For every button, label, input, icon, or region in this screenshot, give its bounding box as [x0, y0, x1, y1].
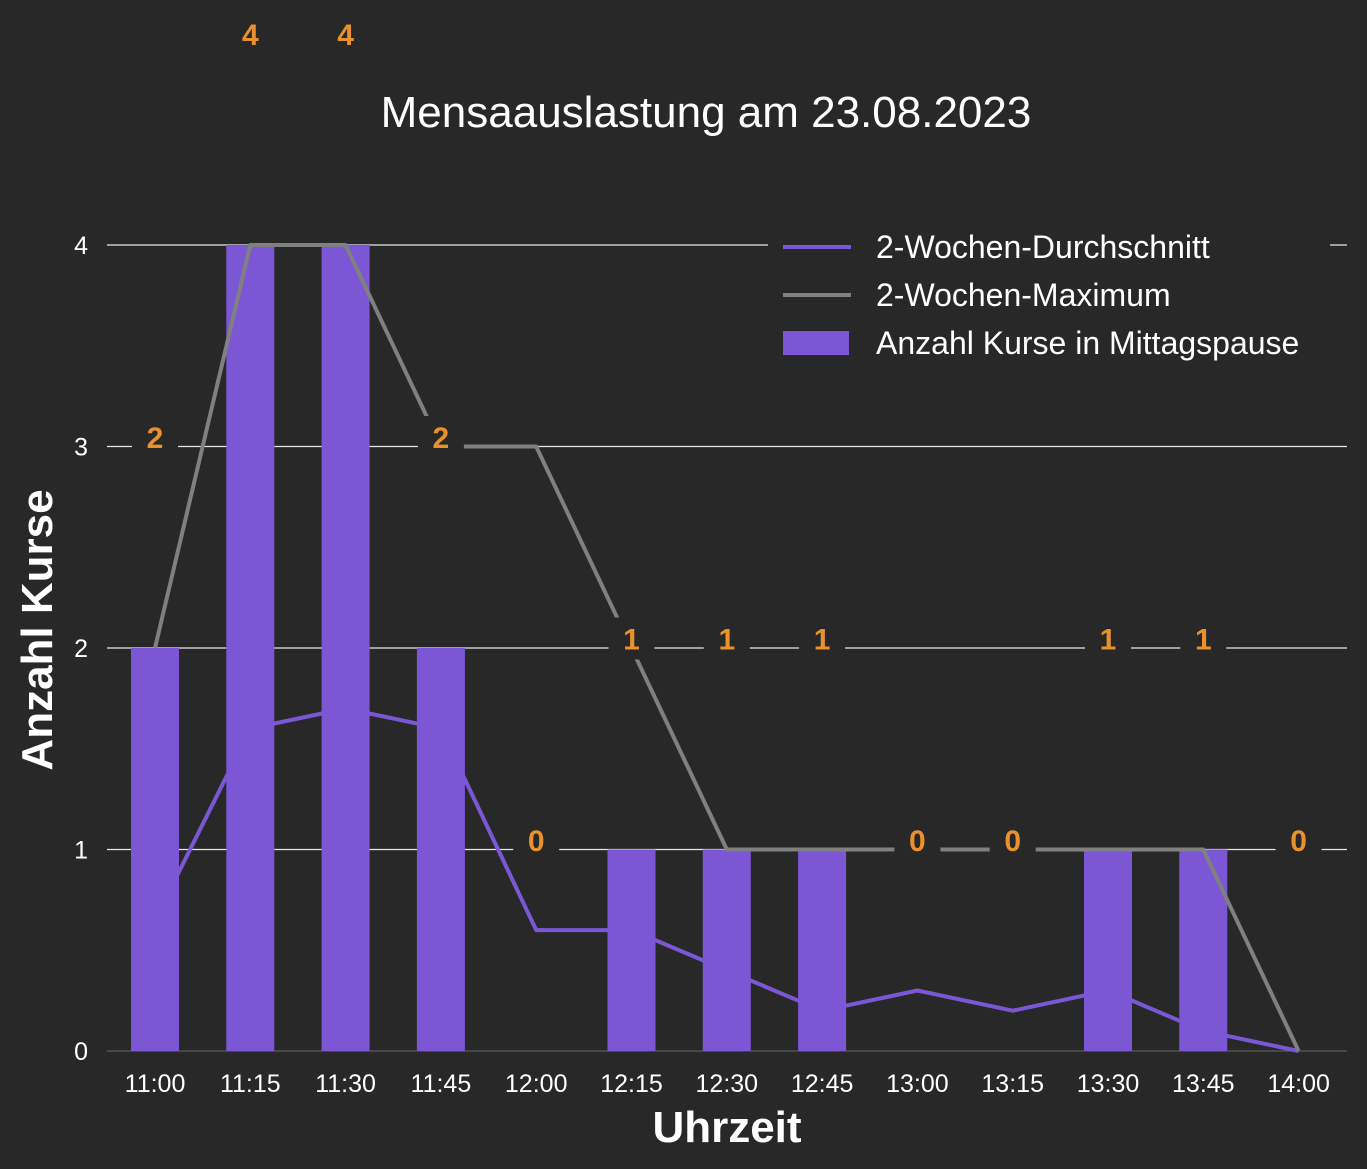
data-label-mask	[894, 819, 941, 861]
x-axis-title: Uhrzeit	[652, 1103, 801, 1152]
x-tick-label: 12:15	[600, 1070, 663, 1098]
data-label-mask	[703, 617, 750, 660]
legend-label: Anzahl Kurse in Mittagspause	[876, 325, 1299, 361]
x-tick-label: 11:00	[125, 1070, 186, 1098]
data-label-13:15: 0	[1004, 825, 1021, 858]
y-tick-label: 1	[74, 837, 88, 865]
data-label-mask	[608, 617, 655, 660]
legend: 2-Wochen-Durchschnitt 2-Wochen-Maximum Anz…	[768, 222, 1330, 372]
data-label-13:45: 1	[1195, 624, 1212, 657]
bar-11:45	[416, 648, 465, 1051]
x-tick-label: 13:45	[1172, 1070, 1235, 1098]
data-label-12:45: 1	[814, 624, 831, 657]
data-label-mask	[989, 819, 1036, 861]
data-label-backgrounds	[132, 13, 1322, 861]
bar-12:45	[798, 849, 847, 1051]
data-label-mask	[417, 416, 464, 458]
legend-label: 2-Wochen-Maximum	[876, 277, 1171, 313]
bars	[131, 245, 1228, 1051]
data-label-11:45: 2	[433, 422, 450, 455]
y-tick-label: 2	[74, 635, 88, 663]
data-label-12:15: 1	[623, 624, 640, 657]
bar-12:15	[607, 849, 656, 1051]
x-tick-label: 13:00	[886, 1070, 949, 1098]
legend-background	[768, 222, 1330, 372]
data-label-mask	[322, 13, 369, 55]
data-label-12:00: 0	[528, 825, 545, 858]
x-tick-label: 14:00	[1267, 1070, 1330, 1098]
legend-swatch	[783, 331, 849, 355]
y-tick-label: 0	[74, 1038, 88, 1066]
chart-title: Mensaauslastung am 23.08.2023	[381, 88, 1032, 137]
y-tick-label: 3	[74, 434, 88, 462]
data-label-13:00: 0	[909, 825, 926, 858]
x-tick-label: 12:45	[791, 1070, 854, 1098]
data-labels: 2 4 4 2 0 1 1 1 0 0 1 1 0	[147, 19, 1307, 858]
x-tick-label: 13:15	[981, 1070, 1044, 1098]
y-tick-label: 4	[74, 232, 88, 260]
x-tick-label: 11:30	[315, 1070, 376, 1098]
legend-label: 2-Wochen-Durchschnitt	[876, 229, 1210, 265]
bar-13:45	[1179, 849, 1228, 1051]
data-label-mask	[227, 13, 274, 55]
line-2-wochen-durchschnitt	[153, 706, 1300, 1053]
x-tick-labels: 11:00 11:15 11:30 11:45 12:00 12:15 12:30 12:45…	[125, 1070, 1330, 1098]
data-label-14:00: 0	[1290, 825, 1307, 858]
data-label-11:00: 2	[147, 422, 164, 455]
bar-11:30	[321, 245, 370, 1051]
data-label-mask	[1275, 819, 1322, 861]
bar-12:30	[702, 849, 751, 1051]
series-lines	[153, 243, 1301, 1053]
x-tick-label: 12:00	[505, 1070, 568, 1098]
data-label-11:15: 4	[242, 19, 259, 52]
x-tick-label: 11:45	[411, 1070, 472, 1098]
data-label-13:30: 1	[1100, 624, 1117, 657]
bar-13:30	[1084, 849, 1132, 1051]
data-label-mask	[1180, 617, 1227, 660]
bar-11:15	[226, 245, 275, 1051]
data-label-mask	[799, 617, 846, 660]
x-tick-label: 12:30	[696, 1070, 759, 1098]
data-label-11:30: 4	[337, 19, 354, 52]
data-label-mask	[1085, 617, 1131, 660]
x-tick-label: 13:30	[1077, 1070, 1140, 1098]
data-label-12:30: 1	[718, 624, 735, 657]
y-axis-title: Anzahl Kurse	[13, 489, 62, 770]
bar-11:00	[131, 648, 179, 1051]
data-label-mask	[513, 819, 560, 861]
data-label-mask	[132, 416, 178, 458]
x-tick-label: 11:15	[220, 1070, 281, 1098]
line-2-wochen-maximum	[153, 243, 1301, 1052]
y-tick-labels: 0 1 2 3 4	[74, 232, 88, 1066]
